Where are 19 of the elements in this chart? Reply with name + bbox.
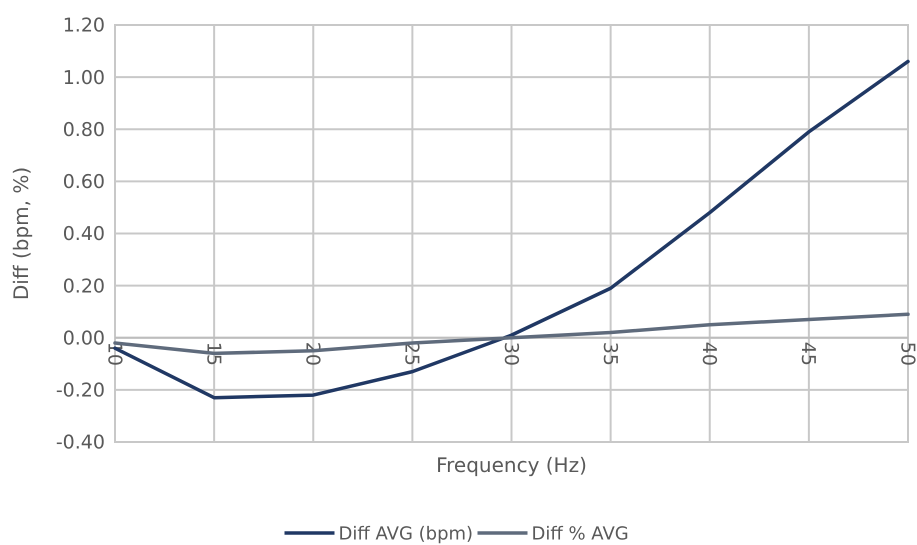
legend-label: Diff % AVG [532, 523, 629, 544]
x-tick-label: 45 [797, 342, 820, 366]
x-tick-label: 40 [698, 342, 720, 366]
y-tick-label: 0.00 [62, 327, 105, 350]
x-tick-label: 35 [598, 342, 621, 366]
x-tick-label: 30 [500, 342, 522, 366]
x-tick-label: 50 [896, 342, 917, 366]
y-tick-label: 0.40 [62, 223, 105, 246]
x-tick-label: 15 [202, 342, 224, 366]
y-tick-label: 0.60 [62, 171, 105, 194]
y-tick-label: -0.20 [56, 380, 105, 402]
y-axis-title: Diff (bpm, %) [9, 166, 33, 300]
y-tick-label: -0.40 [56, 432, 105, 454]
y-tick-label: 0.80 [62, 118, 105, 141]
x-axis-title: Frequency (Hz) [436, 453, 587, 477]
y-tick-label: 1.00 [62, 66, 105, 89]
y-tick-label: 1.20 [62, 14, 105, 37]
y-tick-label: 0.20 [62, 275, 105, 298]
legend-label: Diff AVG (bpm) [338, 523, 474, 544]
